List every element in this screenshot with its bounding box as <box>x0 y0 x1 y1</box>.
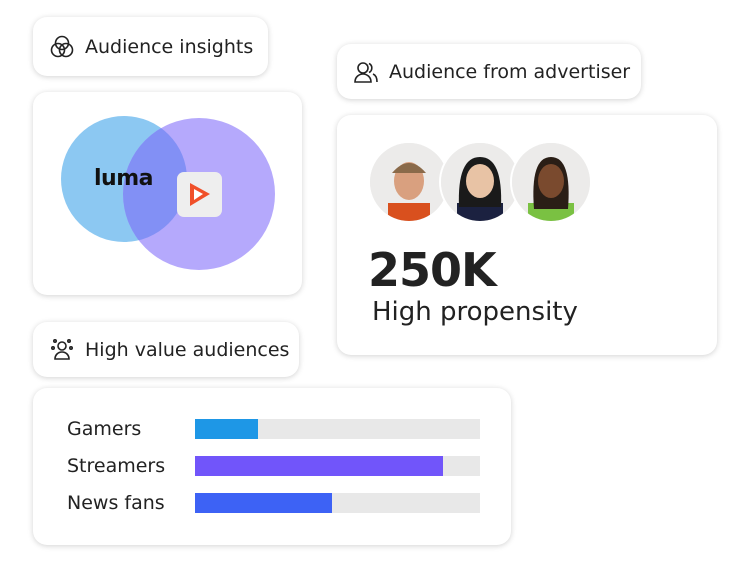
avatar <box>439 141 521 223</box>
bar-row-news-fans: News fans <box>67 492 480 514</box>
users-icon <box>354 61 378 83</box>
bar-fill <box>195 456 443 476</box>
audience-bars-card: Gamers Streamers News fans <box>33 388 511 545</box>
bar-label: Streamers <box>67 455 166 477</box>
venn-diagram <box>61 116 275 270</box>
audience-card: 250K High propensity <box>337 115 717 355</box>
pill-label: Audience from advertiser <box>389 60 631 83</box>
audience-insights-pill: Audience insights <box>33 17 268 76</box>
bar-track <box>195 493 480 513</box>
audience-from-advertiser-pill: Audience from advertiser <box>337 44 641 99</box>
audience-group-icon <box>50 338 73 360</box>
high-value-audiences-pill: High value audiences <box>33 322 299 377</box>
bar-track <box>195 456 480 476</box>
audience-label: High propensity <box>372 297 578 327</box>
luma-logo: luma <box>94 166 153 191</box>
pill-label: High value audiences <box>85 338 290 361</box>
bar-fill <box>195 493 332 513</box>
bar-label: News fans <box>67 492 165 514</box>
bar-track <box>195 419 480 439</box>
pill-label: Audience insights <box>85 35 254 58</box>
bar-row-streamers: Streamers <box>67 455 480 477</box>
bar-label: Gamers <box>67 418 142 440</box>
venn-card: luma <box>33 92 302 295</box>
avatar <box>510 141 592 223</box>
bar-fill <box>195 419 258 439</box>
audience-count: 250K <box>368 243 497 297</box>
venn-icon <box>50 35 74 57</box>
avatar <box>368 141 450 223</box>
bar-row-gamers: Gamers <box>67 418 480 440</box>
